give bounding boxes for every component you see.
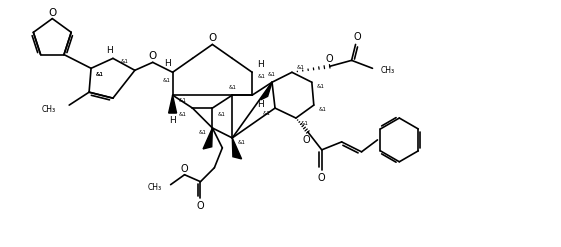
Text: &1: &1 [178, 112, 186, 117]
Text: H: H [164, 59, 171, 68]
Text: &1: &1 [178, 98, 186, 103]
Text: &1: &1 [257, 74, 265, 79]
Text: &1: &1 [237, 140, 245, 145]
Text: &1: &1 [163, 78, 171, 83]
Text: O: O [302, 135, 310, 145]
Text: &1: &1 [317, 84, 325, 89]
Text: &1: &1 [268, 72, 276, 77]
Text: &1: &1 [297, 65, 305, 70]
Text: &1: &1 [199, 130, 206, 135]
Text: O: O [48, 8, 57, 18]
Text: &1: &1 [121, 59, 129, 64]
Text: &1: &1 [217, 112, 225, 117]
Text: O: O [197, 201, 204, 210]
Text: H: H [257, 100, 264, 109]
Text: O: O [149, 51, 157, 62]
Text: O: O [326, 54, 334, 64]
Text: &1: &1 [262, 111, 270, 116]
Text: H: H [107, 46, 113, 55]
Polygon shape [169, 95, 177, 113]
Text: &1: &1 [319, 107, 327, 112]
Text: H: H [257, 60, 264, 69]
Text: O: O [318, 173, 325, 183]
Text: CH₃: CH₃ [380, 66, 394, 75]
Polygon shape [232, 138, 242, 159]
Text: &1: &1 [301, 121, 309, 125]
Text: O: O [181, 164, 188, 174]
Text: &1: &1 [96, 72, 104, 77]
Polygon shape [260, 82, 272, 100]
Text: CH₃: CH₃ [41, 104, 56, 114]
Text: H: H [169, 116, 176, 124]
Text: &1: &1 [228, 85, 236, 90]
Text: O: O [354, 33, 361, 42]
Text: CH₃: CH₃ [148, 183, 162, 192]
Text: O: O [208, 34, 217, 43]
Polygon shape [203, 128, 213, 149]
Text: &1: &1 [96, 72, 104, 77]
